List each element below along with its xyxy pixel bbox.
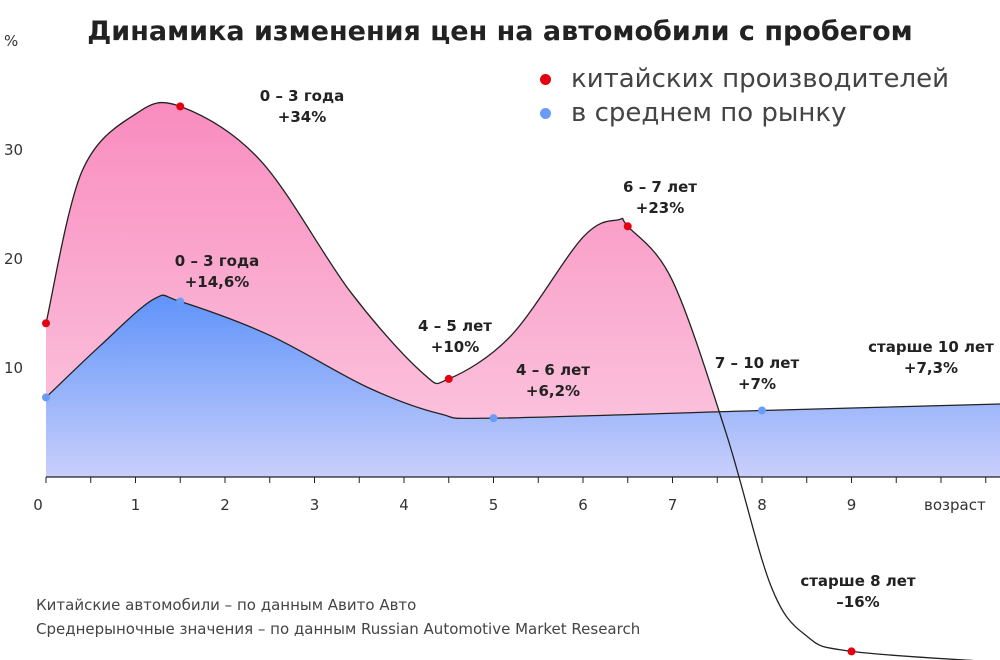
x-tick-label: 1 (131, 496, 141, 514)
chinese-annotation-range: старше 8 лет (800, 572, 916, 590)
chinese-line (45, 101, 975, 660)
y-axis-label: % (4, 32, 18, 50)
chinese-annotation-value: +10% (431, 338, 479, 356)
chinese-point (847, 647, 856, 656)
legend-label-chinese: китайских производителей (571, 64, 950, 94)
chinese-annotation-range: 6 – 7 лет (623, 178, 697, 196)
market-point (176, 297, 185, 306)
market-area (46, 295, 1000, 477)
chart-title: Динамика изменения цен на автомобили с п… (87, 16, 913, 47)
legend-label-market: в среднем по рынку (571, 98, 847, 128)
chinese-point (42, 319, 50, 328)
legend-item-market: в среднем по рынку (540, 96, 949, 130)
market-annotation-range: старше 10 лет (868, 338, 994, 356)
legend-red-dot-icon (540, 73, 551, 85)
x-tick-label: 8 (757, 496, 767, 514)
x-tick-label: 7 (668, 496, 678, 514)
chinese-point (623, 222, 632, 231)
market-annotation-value: +7,3% (904, 359, 958, 377)
y-tick-label: 30 (4, 141, 23, 159)
chinese-point (176, 102, 185, 111)
chinese-annotation-value: +34% (278, 108, 326, 126)
market-point (758, 406, 766, 415)
footnote-market-source: Среднерыночные значения – по данным Russ… (36, 620, 641, 638)
chinese-annotation-value: +23% (636, 199, 684, 217)
market-point (42, 393, 50, 402)
market-annotation-range: 4 – 6 лет (516, 361, 590, 379)
legend-item-chinese: китайских производителей (540, 62, 949, 96)
y-tick-label: 10 (4, 359, 23, 377)
x-tick-label: 2 (220, 496, 230, 514)
legend: китайских производителей в среднем по ры… (540, 62, 949, 130)
chinese-annotation-range: 0 – 3 года (260, 87, 344, 105)
chinese-annotation-value: –16% (836, 593, 879, 611)
x-axis-label: возраст (924, 496, 986, 514)
x-tick-label: 4 (399, 496, 409, 514)
x-tick-label: 9 (847, 496, 857, 514)
market-line (45, 294, 1000, 420)
legend-blue-dot-icon (540, 107, 551, 119)
market-annotation-range: 7 – 10 лет (715, 354, 800, 372)
market-annotation-value: +7% (738, 375, 776, 393)
chinese-point (444, 374, 453, 383)
footnote-chinese-source: Китайские автомобили – по данным Авито А… (36, 596, 417, 614)
y-tick-label: 20 (4, 250, 23, 268)
chinese-annotation-range: 4 – 5 лет (418, 317, 492, 335)
market-annotation-value: +14,6% (185, 273, 250, 291)
market-annotation-value: +6,2% (526, 382, 580, 400)
x-tick-label: 6 (578, 496, 588, 514)
market-point (489, 414, 498, 423)
x-tick-label: 5 (489, 496, 499, 514)
x-tick-label: 0 (33, 496, 43, 514)
x-tick-label: 3 (310, 496, 320, 514)
market-annotation-range: 0 – 3 года (175, 252, 259, 270)
